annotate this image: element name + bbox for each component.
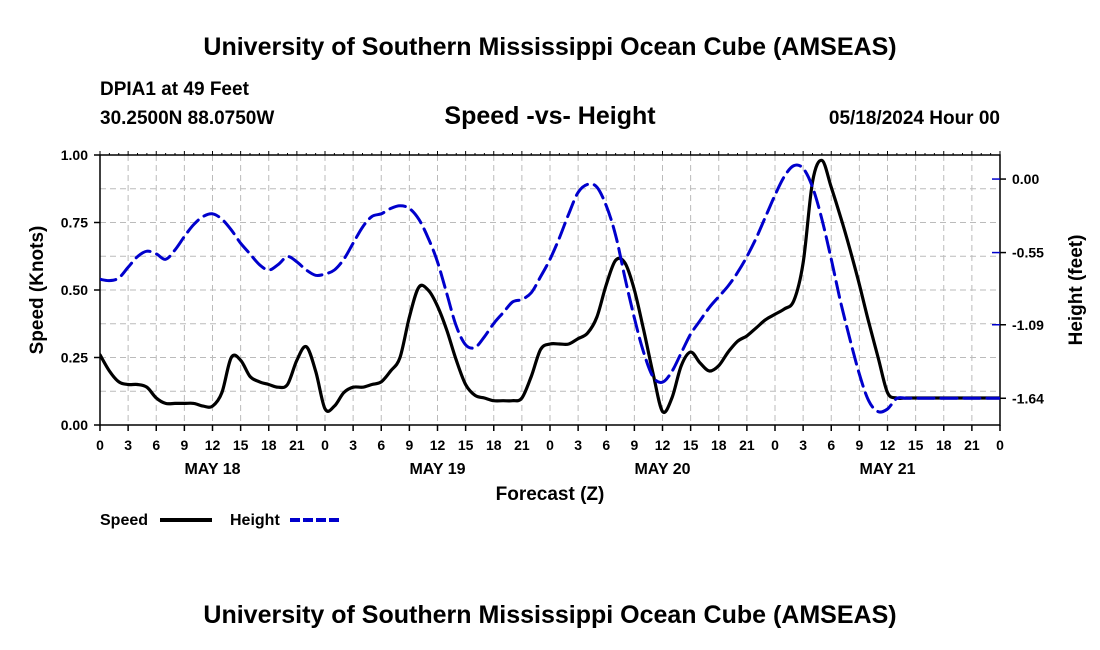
- x-tick-label: 6: [377, 437, 385, 453]
- x-tick-label: 3: [349, 437, 357, 453]
- datetime-label: 05/18/2024 Hour 00: [829, 108, 1000, 129]
- series-layer: [100, 158, 1000, 415]
- x-tick-label: 18: [486, 437, 502, 453]
- x-tick-label: 6: [827, 437, 835, 453]
- series-line-speed: [100, 158, 1000, 415]
- x-tick-label: 18: [711, 437, 727, 453]
- x-tick-label: 15: [458, 437, 474, 453]
- x-tick-label: 9: [405, 437, 413, 453]
- y-right-tick-labels: -1.64 -1.09 -0.55 0.00: [1012, 171, 1044, 406]
- x-tick-label: 12: [880, 437, 896, 453]
- x-tick-label: 0: [996, 437, 1004, 453]
- y-axis-title: Speed (Knots): [27, 226, 48, 355]
- legend-height-label: Height: [230, 512, 280, 529]
- x-tick-label: 21: [514, 437, 530, 453]
- y-tick-label: 0.50: [61, 282, 88, 298]
- x-tick-label: 0: [321, 437, 329, 453]
- y-tick-label: 0.25: [61, 350, 88, 366]
- x-tick-label: 12: [430, 437, 446, 453]
- x-tick-label: 0: [96, 437, 104, 453]
- day-label: MAY 20: [634, 461, 690, 478]
- x-axis-title: Forecast (Z): [496, 484, 605, 505]
- x-tick-label: 6: [602, 437, 610, 453]
- y-right-tick-label: -1.09: [1012, 317, 1044, 333]
- y-tick-label: 0.75: [61, 215, 88, 231]
- x-tick-label: 21: [289, 437, 305, 453]
- coordinates-label: 30.2500N 88.0750W: [100, 108, 274, 129]
- tick-marks: [94, 151, 1006, 431]
- x-tick-label: 3: [574, 437, 582, 453]
- x-tick-label: 9: [180, 437, 188, 453]
- y-right-tick-label: -0.55: [1012, 245, 1044, 261]
- x-tick-label: 12: [655, 437, 671, 453]
- x-tick-label: 3: [124, 437, 132, 453]
- x-tick-label: 21: [739, 437, 755, 453]
- legend-speed-label: Speed: [100, 512, 148, 529]
- x-tick-label: 9: [855, 437, 863, 453]
- x-tick-label: 3: [799, 437, 807, 453]
- series-line-height: [100, 163, 1000, 414]
- x-tick-label: 15: [683, 437, 699, 453]
- footer-title: University of Southern Mississippi Ocean…: [203, 601, 896, 629]
- station-label: DPIA1 at 49 Feet: [100, 79, 250, 100]
- y-right-tick-label: -1.64: [1012, 390, 1044, 406]
- x-tick-label: 18: [261, 437, 277, 453]
- x-tick-label: 6: [152, 437, 160, 453]
- day-labels: MAY 18 MAY 19 MAY 20 MAY 21: [184, 461, 915, 478]
- x-tick-label: 18: [936, 437, 952, 453]
- y-right-axis-title: Height (feet): [1066, 235, 1087, 346]
- legend: Speed Height: [100, 512, 342, 529]
- main-title: University of Southern Mississippi Ocean…: [203, 33, 896, 61]
- day-label: MAY 18: [184, 461, 240, 478]
- x-tick-label: 9: [630, 437, 638, 453]
- day-label: MAY 19: [409, 461, 465, 478]
- y-right-tick-label: 0.00: [1012, 171, 1039, 187]
- x-tick-labels: 0 3 6 9 12 15 18 21 0 3 6 9 12 15 18 21 0 3 6 9 12 15 18 21 0 3 6 9…: [96, 437, 1004, 453]
- x-tick-label: 15: [233, 437, 249, 453]
- x-tick-label: 12: [205, 437, 221, 453]
- y-tick-labels: 0.00 0.25 0.50 0.75 1.00: [61, 147, 88, 433]
- grid-lines: [100, 155, 1000, 425]
- y-tick-label: 1.00: [61, 147, 88, 163]
- x-tick-label: 21: [964, 437, 980, 453]
- day-label: MAY 21: [859, 461, 915, 478]
- x-tick-label: 15: [908, 437, 924, 453]
- x-tick-label: 0: [771, 437, 779, 453]
- chart-subtitle: Speed -vs- Height: [444, 102, 656, 130]
- y-tick-label: 0.00: [61, 417, 88, 433]
- x-tick-label: 0: [546, 437, 554, 453]
